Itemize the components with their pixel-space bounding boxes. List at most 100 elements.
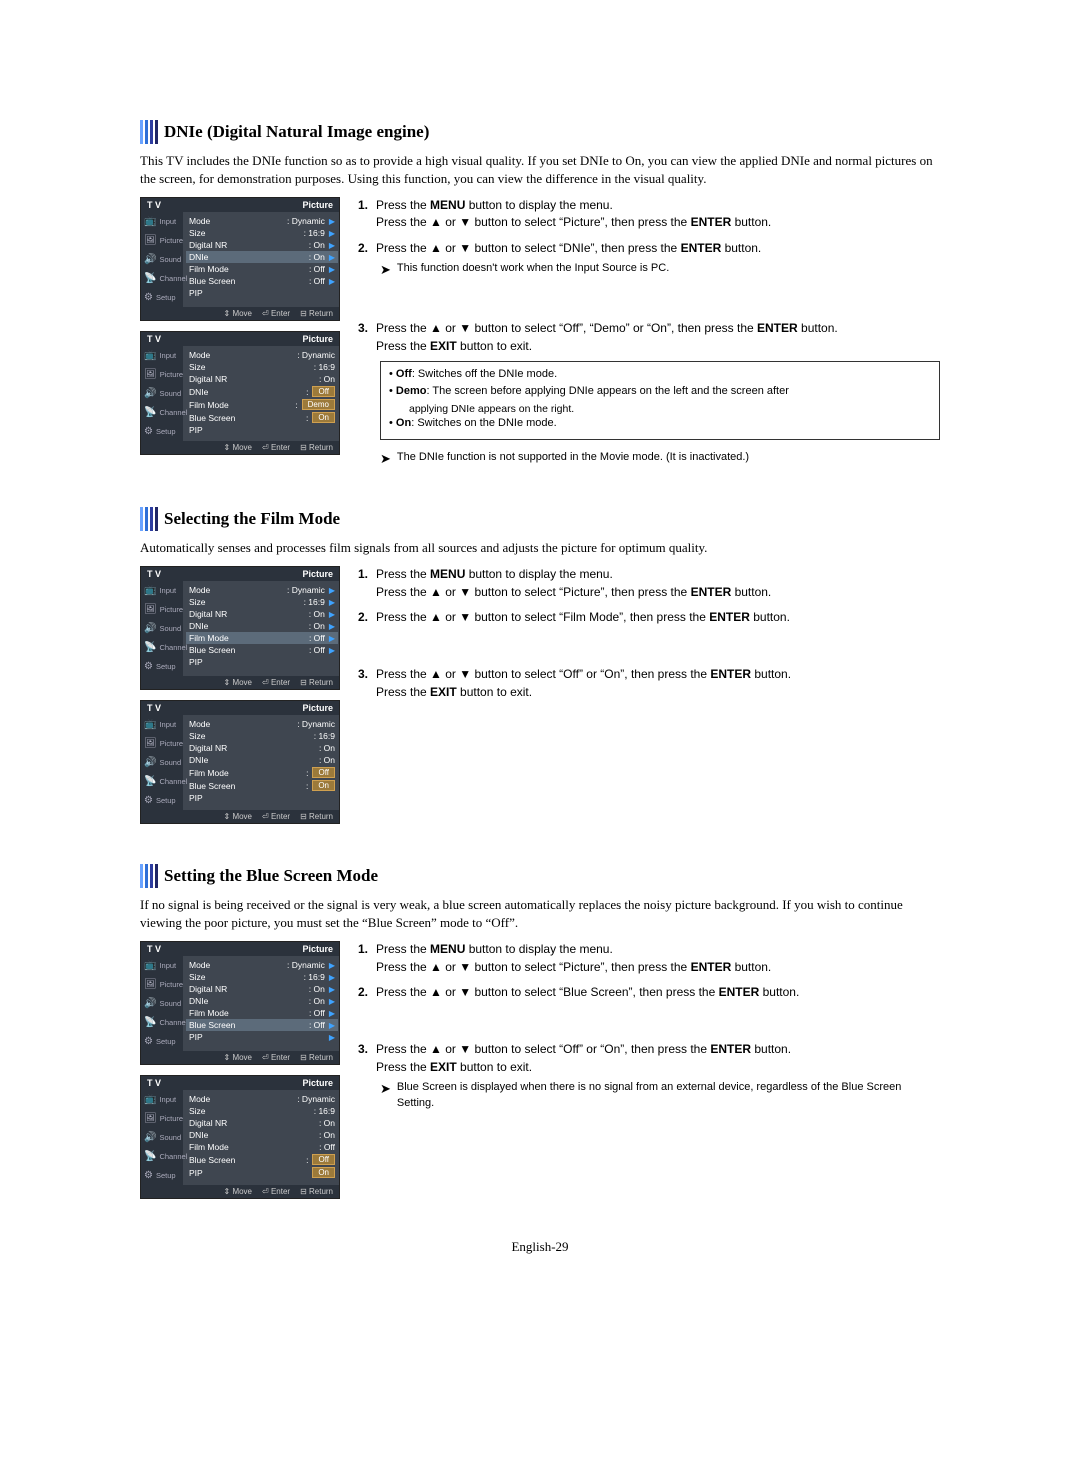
step-number: 3.	[358, 666, 376, 683]
step-number: 3.	[358, 1041, 376, 1058]
step-number: 2.	[358, 609, 376, 626]
tv-header-left: T V	[147, 200, 161, 210]
instruction-step: 1.Press the MENU button to display the m…	[358, 941, 940, 976]
tv-footer-hint: ⊟ Return	[300, 1053, 333, 1062]
menu-row-value: : 16:9	[314, 362, 335, 372]
tv-sidebar-item: 🔊Sound	[141, 250, 183, 269]
sidebar-label: Sound	[159, 758, 181, 767]
header-color-bars	[140, 120, 158, 144]
instructions-column: 1.Press the MENU button to display the m…	[358, 941, 940, 1209]
menu-row-value: : On▶	[309, 252, 335, 262]
step-number: 1.	[358, 197, 376, 214]
menu-row: Mode: Dynamic▶	[189, 584, 335, 596]
menu-row-label: Mode	[189, 1094, 210, 1104]
submenu-arrow-icon: ▶	[329, 598, 335, 607]
menu-row-value: : 16:9	[314, 1106, 335, 1116]
tv-sidebar-item: ⚙Setup	[141, 1166, 183, 1185]
menu-row-value: : Off	[306, 1154, 335, 1165]
tv-sidebar-item: 📡Channel	[141, 1147, 183, 1166]
tv-sidebar-item: ⚙Setup	[141, 791, 183, 810]
section-intro: Automatically senses and processes film …	[140, 539, 940, 557]
menu-row-value: : Off▶	[309, 1020, 335, 1030]
header-color-bars	[140, 507, 158, 531]
tv-sidebar-item: 📡Channel	[141, 638, 183, 657]
menu-row: Digital NR: On	[189, 373, 335, 385]
menu-row-label: Film Mode	[189, 633, 229, 643]
tv-sidebar-item: 🖼Picture	[141, 600, 183, 619]
menu-row: Digital NR: On	[189, 742, 335, 754]
sidebar-icon: 📺	[144, 216, 156, 227]
menu-row-label: Digital NR	[189, 984, 227, 994]
menu-row-label: Mode	[189, 585, 210, 595]
tv-header-right: Picture	[302, 1078, 333, 1088]
step-text: Press the ▲ or ▼ button to select “Off” …	[376, 667, 791, 681]
tv-sidebar-item: 📡Channel	[141, 1013, 183, 1032]
sidebar-icon: 📡	[144, 1017, 156, 1028]
sidebar-icon: ⚙	[144, 1036, 153, 1047]
tv-header-right: Picture	[302, 703, 333, 713]
tv-sidebar-item: 🖼Picture	[141, 1109, 183, 1128]
menu-row: Size: 16:9▶	[189, 227, 335, 239]
sidebar-icon: 📺	[144, 1094, 156, 1105]
menu-row: Blue Screen: On	[189, 411, 335, 424]
menu-row-label: DNIe	[189, 387, 208, 397]
doc-section: Setting the Blue Screen ModeIf no signal…	[140, 864, 940, 1209]
menu-row-value: : Off	[319, 1142, 335, 1152]
step-number: 2.	[358, 240, 376, 257]
tv-header-right: Picture	[302, 334, 333, 344]
sidebar-icon: 🖼	[144, 979, 157, 990]
menu-row: Size : 16:9	[189, 361, 335, 373]
menu-row-value: : On	[319, 743, 335, 753]
menu-row-label: DNIe	[189, 252, 208, 262]
menu-dropdown-option: Off	[312, 1154, 335, 1165]
menu-row-value: : Dynamic	[297, 350, 335, 360]
sidebar-icon: 🔊	[144, 1132, 156, 1143]
submenu-arrow-icon: ▶	[329, 217, 335, 226]
tv-header-right: Picture	[302, 200, 333, 210]
menu-row-label: Mode	[189, 350, 210, 360]
menu-row: Digital NR: On▶	[189, 239, 335, 251]
menu-row-value: On	[312, 1167, 335, 1178]
tv-sidebar-item: 📡Channel	[141, 772, 183, 791]
menu-row: Mode: Dynamic	[189, 1093, 335, 1105]
tv-sidebar-item: 📺Input	[141, 1090, 183, 1109]
menu-screenshots-column: T VPicture📺Input🖼Picture🔊Sound📡Channel⚙S…	[140, 197, 340, 477]
submenu-arrow-icon: ▶	[329, 961, 335, 970]
menu-row-value: : 16:9▶	[304, 972, 335, 982]
sidebar-label: Sound	[159, 389, 181, 398]
sidebar-label: Sound	[159, 999, 181, 1008]
sidebar-label: Sound	[159, 624, 181, 633]
menu-row-value: : On▶	[309, 240, 335, 250]
note-text: This function doesn't work when the Inpu…	[397, 261, 669, 277]
menu-row-label: Mode	[189, 719, 210, 729]
tv-footer-hint: ⇕ Move	[224, 1053, 253, 1062]
menu-row-value: : Off	[306, 767, 335, 778]
menu-row: Mode : Dynamic	[189, 349, 335, 361]
tv-sidebar-item: 📺Input	[141, 212, 183, 231]
menu-row-value: : Off▶	[309, 276, 335, 286]
instructions-column: 1.Press the MENU button to display the m…	[358, 197, 940, 477]
menu-row-value: : On	[306, 780, 335, 791]
menu-row: Film Mode: Off	[189, 1141, 335, 1153]
tv-footer-hint: ⏎ Enter	[262, 678, 290, 687]
menu-row: DNIe: On▶	[189, 995, 335, 1007]
tv-header-right: Picture	[302, 944, 333, 954]
sidebar-icon: 🖼	[144, 369, 157, 380]
tv-sidebar-item: 🔊Sound	[141, 1128, 183, 1147]
menu-row-value: : On▶	[309, 996, 335, 1006]
menu-row-label: Size	[189, 362, 206, 372]
menu-row-label: Size	[189, 228, 206, 238]
menu-row-value: : Off▶	[309, 633, 335, 643]
tv-menu-screenshot: T VPicture📺Input🖼Picture🔊Sound📡Channel⚙S…	[140, 700, 340, 824]
menu-row-label: Blue Screen	[189, 781, 235, 791]
sidebar-icon: 📡	[144, 1151, 156, 1162]
menu-row: Blue Screen: Off	[189, 1153, 335, 1166]
menu-row: DNIe: On	[189, 754, 335, 766]
menu-row-label: Digital NR	[189, 374, 227, 384]
menu-row-label: Digital NR	[189, 609, 227, 619]
submenu-arrow-icon: ▶	[329, 241, 335, 250]
menu-row: Size: 16:9	[189, 1105, 335, 1117]
submenu-arrow-icon: ▶	[329, 646, 335, 655]
section-title: DNIe (Digital Natural Image engine)	[164, 120, 429, 144]
menu-row-label: PIP	[189, 1032, 203, 1042]
